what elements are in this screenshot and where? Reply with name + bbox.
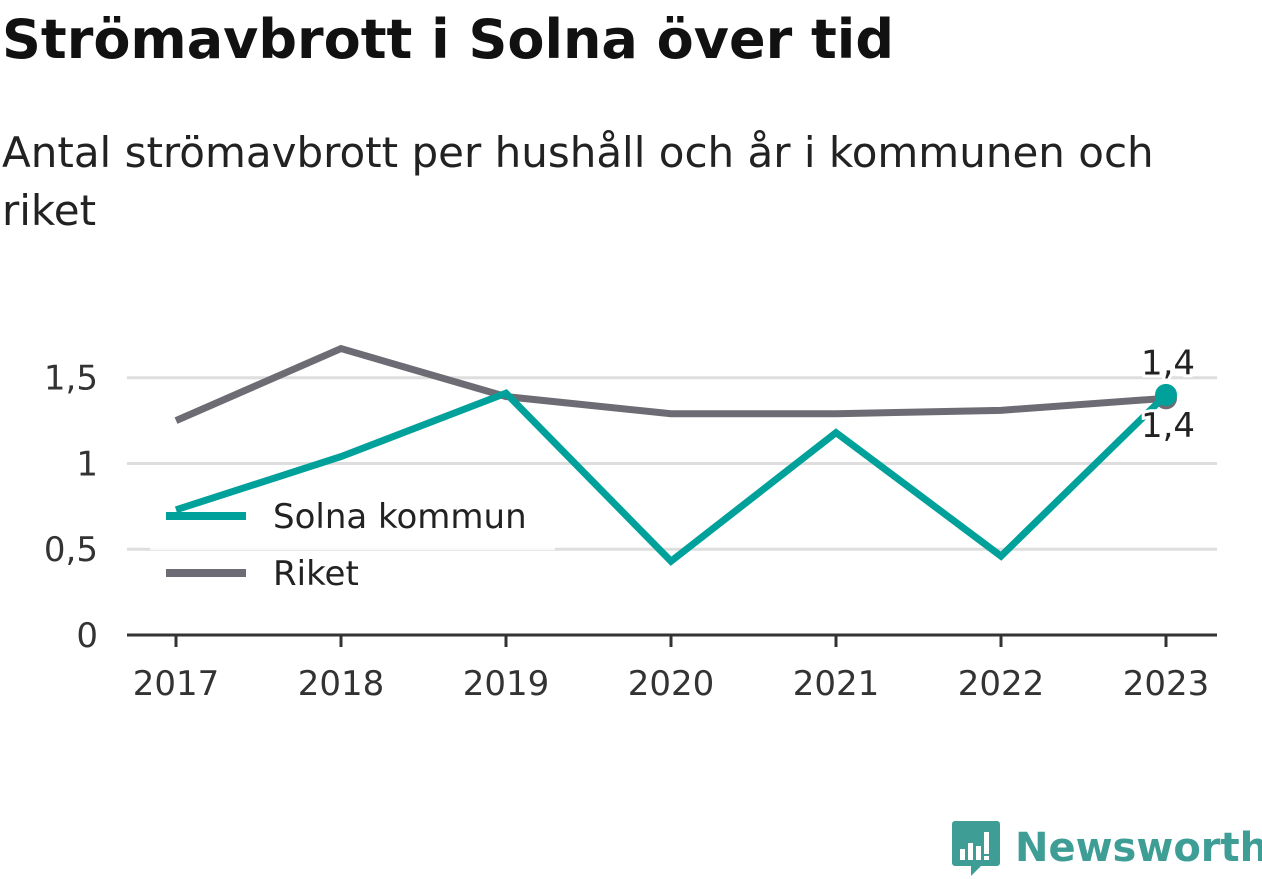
series-line bbox=[174, 389, 1169, 566]
y-tick-labels: 0 0,5 1 1,5 bbox=[44, 359, 98, 656]
series-line bbox=[174, 344, 1167, 424]
brand-logo: Newsworthy bbox=[951, 818, 1262, 878]
series-end-point bbox=[1155, 383, 1177, 406]
newsworthy-logo-icon bbox=[952, 821, 1000, 876]
legend-label: Solna kommun bbox=[273, 497, 527, 537]
brand-name: Newsworthy bbox=[1015, 825, 1262, 871]
y-tick-label: 0,5 bbox=[44, 530, 98, 570]
chart-subtitle: Antal strömavbrott per hushåll och år i … bbox=[2, 128, 1154, 235]
end-labels: 1,4 1,4 bbox=[1138, 340, 1198, 449]
x-tick-label: 2021 bbox=[793, 664, 880, 704]
series-lines bbox=[174, 344, 1177, 566]
x-tick-label: 2017 bbox=[133, 664, 220, 704]
chart-title: Strömavbrott i Solna över tid bbox=[2, 8, 894, 71]
x-tick-label: 2022 bbox=[958, 664, 1045, 704]
legend-label: Riket bbox=[273, 554, 359, 594]
legend: Solna kommun Riket bbox=[150, 488, 555, 594]
x-tick-label: 2018 bbox=[298, 664, 385, 704]
y-tick-label: 1,5 bbox=[44, 359, 98, 399]
y-tick-label: 1 bbox=[76, 444, 98, 484]
y-tick-label: 0 bbox=[76, 616, 98, 656]
end-value-label: 1,4 bbox=[1141, 406, 1195, 446]
x-tick-label: 2019 bbox=[463, 664, 550, 704]
x-tick-labels: 2017 2018 2019 2020 2021 2022 2023 bbox=[133, 635, 1210, 704]
end-value-label: 1,4 bbox=[1141, 343, 1195, 383]
x-tick-label: 2023 bbox=[1123, 664, 1210, 704]
x-tick-label: 2020 bbox=[628, 664, 715, 704]
